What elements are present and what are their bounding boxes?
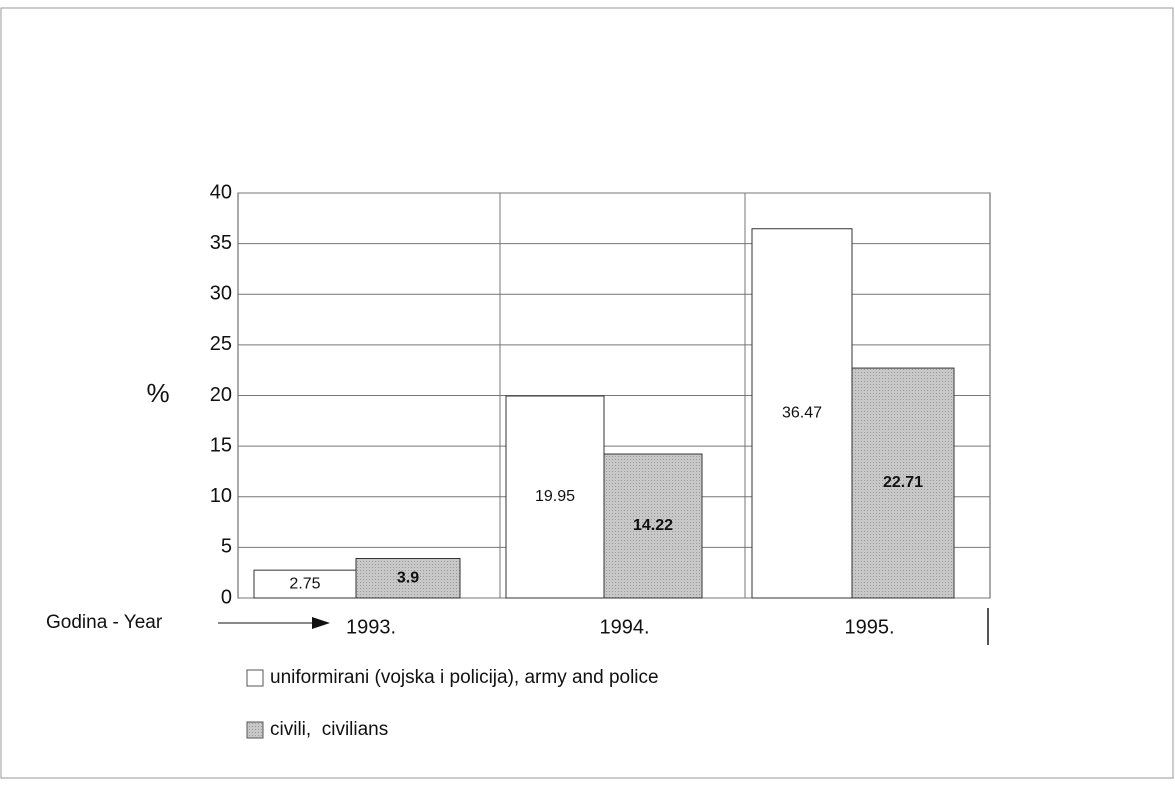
bar <box>355 558 461 599</box>
data-label: 19.95 <box>535 488 575 505</box>
bar <box>505 395 605 599</box>
bar <box>751 228 853 599</box>
x-tick-label: 1993. <box>346 616 396 638</box>
y-tick-label: 40 <box>210 181 232 203</box>
bar <box>851 367 955 599</box>
data-label: 22.71 <box>883 474 923 491</box>
arrow-head <box>312 617 330 629</box>
legend-label: uniformirani (vojska i policija), army a… <box>270 667 659 688</box>
bar <box>253 569 357 599</box>
legend-label: civili, civilians <box>270 719 388 740</box>
legend-swatch <box>246 721 264 739</box>
x-tick-label: 1995. <box>844 616 894 638</box>
data-label: 36.47 <box>782 405 822 422</box>
y-axis-label: % <box>146 378 169 408</box>
y-tick-label: 25 <box>210 333 232 355</box>
x-tick-label: 1994. <box>599 616 649 638</box>
y-tick-label: 30 <box>210 283 232 305</box>
x-axis-label: Godina - Year <box>46 612 163 633</box>
y-tick-label: 35 <box>210 232 232 254</box>
data-label: 2.75 <box>289 575 320 592</box>
y-tick-label: 10 <box>210 485 232 507</box>
bar <box>603 453 703 599</box>
data-label: 14.22 <box>633 517 673 534</box>
frame <box>0 7 1174 779</box>
y-tick-label: 15 <box>210 434 232 456</box>
data-label: 3.9 <box>397 569 419 586</box>
y-tick-label: 20 <box>210 384 232 406</box>
legend-swatch <box>246 669 264 687</box>
y-tick-label: 0 <box>221 586 232 608</box>
y-tick-label: 5 <box>221 536 232 558</box>
